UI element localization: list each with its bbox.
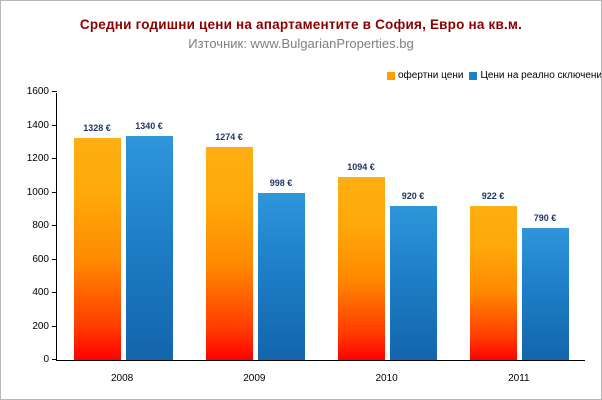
legend-label: Цени на реално сключени сделки xyxy=(480,70,602,81)
chart-legend: офертни цени Цени на реално сключени сдел… xyxy=(387,70,602,81)
bar-holder: 1274 € xyxy=(205,131,253,360)
y-tick-label: 200 xyxy=(32,320,49,332)
bar-value-label: 1328 € xyxy=(83,122,111,133)
deal-price-bar-2008 xyxy=(125,135,173,360)
y-tick-label: 1600 xyxy=(26,86,49,97)
bar-holder: 998 € xyxy=(257,177,305,360)
legend-marker-icon xyxy=(469,71,478,80)
bar-value-label: 1340 € xyxy=(135,120,163,131)
bar-value-label: 920 € xyxy=(401,190,425,201)
bar-holder: 790 € xyxy=(521,212,569,360)
bar-group-2011: 922 € 790 € xyxy=(453,93,585,360)
y-tick-label: 800 xyxy=(32,220,49,231)
legend-item: офертни цени xyxy=(387,70,463,81)
deal-price-bar-2011 xyxy=(521,227,569,360)
legend-item: Цени на реално сключени сделки xyxy=(469,70,602,81)
y-tick-label: 1400 xyxy=(26,119,49,131)
bar-value-label: 1094 € xyxy=(347,161,375,172)
y-tick-mark xyxy=(52,359,57,360)
y-tick-mark xyxy=(52,191,57,193)
y-tick-mark xyxy=(52,325,57,327)
bar-holder: 922 € xyxy=(469,190,517,360)
bar-value-label: 790 € xyxy=(533,212,557,223)
y-tick-mark xyxy=(52,258,57,260)
bar-holder: 920 € xyxy=(389,190,437,360)
plot-area: 1328 € 1340 € 1274 € 998 € 1094 € 920 € 922 € 7… xyxy=(27,87,585,365)
offer-price-bar-2008 xyxy=(73,137,121,360)
bar-value-label: 1274 € xyxy=(215,131,243,142)
legend-label: офертни цени xyxy=(398,70,464,81)
y-tick-mark xyxy=(52,91,57,92)
offer-price-bar-2010 xyxy=(337,176,385,360)
bar-value-label: 922 € xyxy=(481,190,505,201)
y-tick-mark xyxy=(52,124,57,126)
chart-title: Средни годишни цени на апартаментите в С… xyxy=(79,17,523,32)
deal-price-bar-2010 xyxy=(389,205,437,360)
bar-holder: 1328 € xyxy=(73,122,121,360)
bar-value-label: 998 € xyxy=(269,177,293,188)
offer-price-bar-2011 xyxy=(469,205,517,360)
bar-group-2009: 1274 € 998 € xyxy=(189,93,321,360)
y-tick-mark xyxy=(52,292,57,293)
offer-price-bar-2009 xyxy=(205,146,253,360)
bar-group-2010: 1094 € 920 € xyxy=(321,93,453,360)
y-tick-label: 1200 xyxy=(26,153,49,164)
bar-group-2008: 1328 € 1340 € xyxy=(57,93,189,360)
deal-price-bar-2009 xyxy=(257,192,305,360)
y-tick-label: 0 xyxy=(43,354,49,365)
y-tick-label: 1000 xyxy=(26,186,49,198)
x-axis-label-2008: 2008 xyxy=(111,373,134,384)
bar-groups: 1328 € 1340 € 1274 € 998 € 1094 € 920 € 922 € 7… xyxy=(57,93,585,360)
y-tick-label: 600 xyxy=(32,253,49,265)
y-tick-label: 400 xyxy=(32,287,49,298)
x-axis-label-2009: 2009 xyxy=(243,373,266,384)
x-axis-label-2011: 2011 xyxy=(508,373,530,384)
y-tick-mark xyxy=(52,225,57,226)
legend-marker-icon xyxy=(387,71,395,80)
x-axis-labels: 2008 2009 2010 2011 xyxy=(56,367,585,384)
y-tick-mark xyxy=(52,158,57,159)
bar-holder: 1094 € xyxy=(337,161,385,360)
x-axis-label-2010: 2010 xyxy=(375,373,398,384)
bar-holder: 1340 € xyxy=(125,120,173,360)
chart-subtitle: Източник: www.BulgarianProperties.bg xyxy=(188,36,414,51)
